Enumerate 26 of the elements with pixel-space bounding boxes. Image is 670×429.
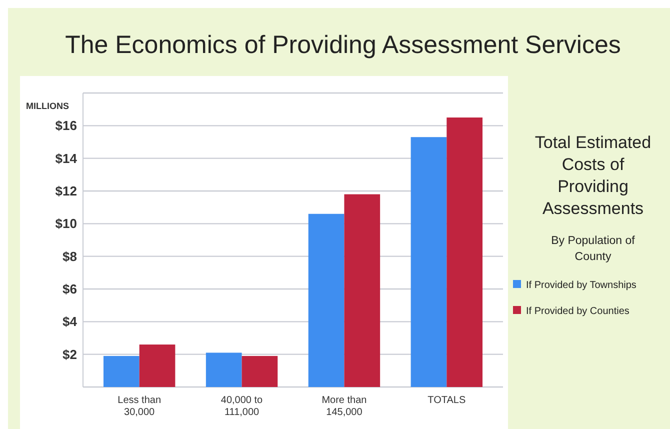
bar <box>344 194 380 387</box>
text: By Population of County <box>551 235 636 263</box>
y-tick-label: $16 <box>55 118 77 134</box>
bar <box>446 118 483 387</box>
legend-title: Total Estimated Costs of Providing Assessments <box>534 133 652 218</box>
y-tick-label: $4 <box>62 314 78 330</box>
legend-label: If Provided by Townships <box>526 280 636 291</box>
bar <box>410 137 447 387</box>
bar <box>308 214 344 387</box>
y-tick-label: $8 <box>62 248 77 264</box>
y-tick-label: $6 <box>62 282 77 297</box>
bar <box>139 344 176 387</box>
bar <box>242 356 278 387</box>
y-tick-label: $10 <box>55 216 77 232</box>
bar <box>103 356 140 387</box>
bar <box>206 352 242 387</box>
x-tick-label: Less than 30,000 <box>118 395 162 418</box>
x-tick-label: 40,000 to 111,000 <box>220 395 264 418</box>
y-axis-title: MILLIONS <box>26 101 69 111</box>
legend-label: If Provided by Counties <box>526 306 630 317</box>
x-tick-label: More than 145,000 <box>322 395 367 418</box>
y-tick-label: $2 <box>62 346 77 362</box>
y-tick-label: $14 <box>55 150 78 166</box>
chart-title: The Economics of Providing Assessment Services <box>65 31 621 59</box>
y-tick-label: $12 <box>55 184 77 199</box>
x-tick-label: TOTALS <box>428 395 466 406</box>
